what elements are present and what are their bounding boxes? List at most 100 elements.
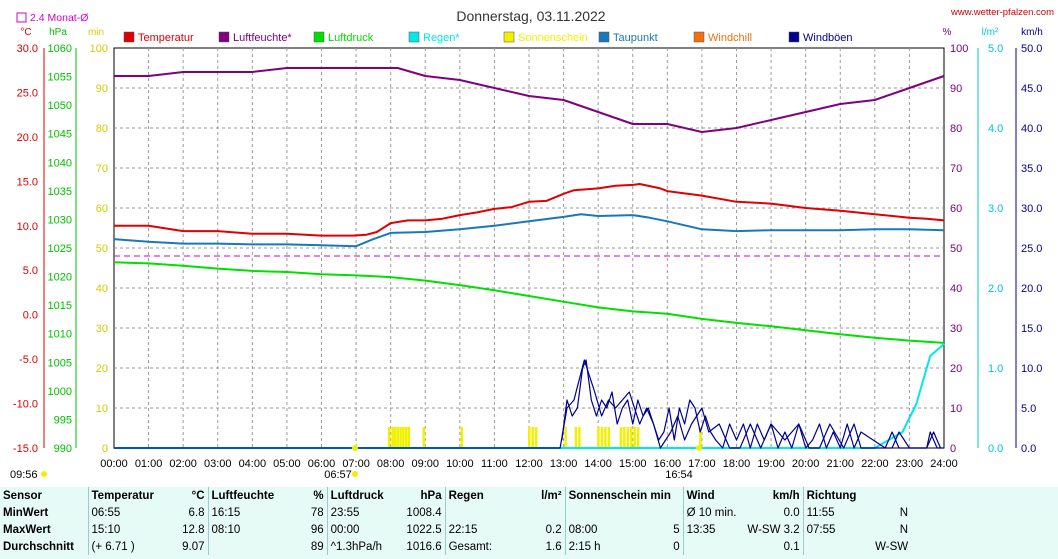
legend-swatch [123,31,135,43]
sunshine-bar [534,427,538,448]
x-tick: 05:00 [273,458,301,470]
rain-unit: l/m² [982,27,999,38]
rain-tick: 5.0 [988,43,1003,55]
humidity-tick: 20 [950,363,962,375]
temp-tick: 10.0 [17,221,38,233]
rain-tick: 3.0 [988,203,1003,215]
pres-val: 1008.4 [406,506,442,519]
wind-tick: 40.0 [1021,123,1042,135]
temp-time: 06:55 [87,504,158,521]
pres-time: ^1.3hPa/h [326,538,398,555]
sun-marker-label: 06:57 [324,469,352,481]
pressure-tick: 1005 [48,357,72,369]
temp-tick: -15.0 [13,443,38,455]
humidity-tick: 70 [950,163,962,175]
avg-legend-swatch [16,12,27,23]
sun-time: 2:15 h [564,538,646,555]
rain-val: 1.6 [545,540,562,553]
wind-unit: km/h [1021,27,1043,38]
temp-tick: 20.0 [17,132,38,144]
x-tick: 04:00 [239,458,267,470]
sun-unit: min [88,27,104,38]
x-tick: 07:00 [342,458,370,470]
legend-label: Windböen [803,32,853,44]
wind-tick: 30.0 [1021,203,1042,215]
legend-label: Sonnenschein [518,32,588,44]
pressure-tick: 1035 [48,186,72,198]
sun-tick: 80 [96,123,108,135]
wind-tick: 15.0 [1021,323,1042,335]
hum-time: 16:15 [207,504,278,521]
hdr-wind-unit: km/h [772,489,800,502]
series [113,67,945,449]
x-tick: 08:00 [377,458,405,470]
pressure-tick: 1010 [48,329,72,341]
pressure-tick: 1000 [48,386,72,398]
sun-val [645,504,683,521]
x-tick: 06:00 [308,458,336,470]
humidity-tick: 30 [950,323,962,335]
humidity-tick: 60 [950,203,962,215]
sun-tick: 50 [96,243,108,255]
sunshine-bar [600,427,604,448]
rain-tick: 0.0 [988,443,1003,455]
hdr-temp-unit: °C [191,489,205,502]
dir-time: 07:55 [802,521,856,538]
hdr-hum: Luftfeuchte [207,487,278,504]
sun-time: 08:00 [564,521,646,538]
hdr-sun: Sonnenschein min [564,487,684,504]
sunshine-bar [604,427,607,448]
dir-val: W-SW [875,540,909,553]
hdr-dir: Richtung [802,487,912,504]
row-label: MinWert [3,506,49,519]
series-line [561,359,942,449]
x-tick: 21:00 [826,458,854,470]
pressure-tick: 995 [54,414,72,426]
temp-tick: 15.0 [17,176,38,188]
x-tick: 17:00 [688,458,716,470]
site-link[interactable]: www.wetter-pfalzen.com [950,7,1054,18]
x-tick: 03:00 [204,458,232,470]
temp-unit: °C [20,27,31,38]
pressure-tick: 1030 [48,214,72,226]
legend-swatch [313,31,325,43]
legend-label: Luftdruck [328,32,374,44]
series-line [114,183,945,237]
hum-val: 89 [310,540,324,553]
x-tick: 23:00 [896,458,924,470]
x-tick: 13:00 [550,458,578,470]
x-tick: 11:00 [481,458,508,470]
sunshine-bar [404,427,408,448]
pressure-tick: 1045 [48,129,72,141]
sun-marker-dot [696,445,702,451]
sun-marker-label: 16:54 [665,469,693,481]
avg-legend-label: 2.4 Monat-Ø [30,12,88,24]
wind-time: 13:35 [682,521,744,538]
series-line [113,261,945,344]
x-tick: 15:00 [619,458,647,470]
humidity-tick: 90 [950,83,962,95]
sun-tick: 30 [96,323,108,335]
pressure-tick: 990 [54,443,72,455]
x-tick: 14:00 [584,458,612,470]
wind-tick: 50.0 [1021,43,1042,55]
sun-tick: 40 [96,283,108,295]
pressure-tick: 1055 [48,72,72,84]
sunshine-bar [393,427,397,448]
hdr-pres-unit: hPa [420,489,442,502]
pressure-tick: 1020 [48,272,72,284]
rain-tick: 2.0 [988,283,1003,295]
dir-time: 11:55 [802,504,856,521]
pressure-tick: 1060 [48,43,72,55]
sunshine-bar [387,427,391,448]
sun-marker-dot [41,471,47,477]
dir-val: N [899,506,909,519]
sunshine-bar [699,427,702,448]
sun-tick: 70 [96,163,108,175]
legend-swatch [693,31,705,43]
sunshine-bar [531,427,534,448]
hdr-rain-unit: l/m² [541,489,562,502]
sunshine-bar [402,427,405,448]
pressure-tick: 1040 [48,157,72,169]
hdr-wind: Wind [682,487,744,504]
